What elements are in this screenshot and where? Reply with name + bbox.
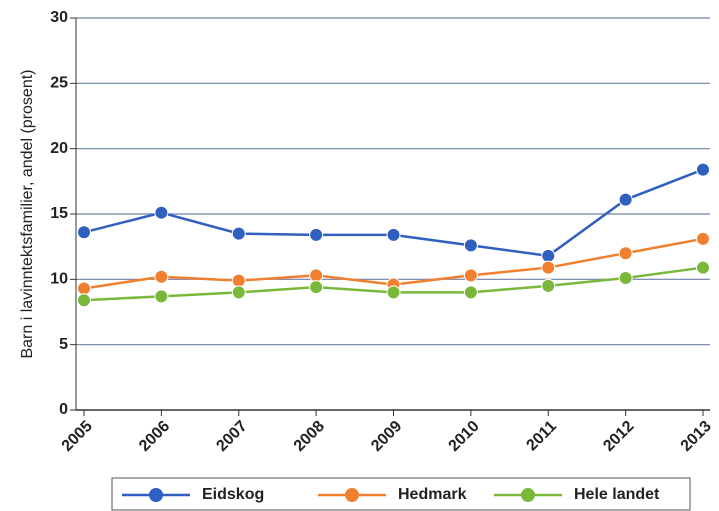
x-tick-label: 2007 — [213, 418, 250, 455]
marker — [77, 281, 91, 296]
marker — [696, 162, 710, 177]
y-axis-label: Barn i lavinntektsfamilier, andel (prose… — [19, 69, 36, 358]
x-tick-label: 2010 — [445, 418, 482, 455]
marker — [309, 280, 324, 295]
x-tick-label: 2012 — [600, 418, 637, 455]
marker — [386, 227, 401, 242]
x-tick-label: 2006 — [136, 418, 173, 455]
marker — [77, 225, 91, 240]
legend-box — [111, 477, 691, 511]
marker — [696, 260, 710, 275]
marker — [463, 238, 478, 253]
marker — [77, 293, 91, 308]
marker — [541, 248, 556, 263]
marker — [696, 231, 710, 246]
y-tick-label: 10 — [50, 271, 68, 288]
marker — [618, 271, 633, 286]
x-tick-label: 2011 — [523, 418, 560, 455]
legend-marker — [345, 488, 359, 502]
marker — [541, 278, 556, 293]
marker — [618, 246, 633, 261]
y-tick-label: 20 — [50, 140, 68, 157]
marker — [154, 269, 169, 284]
legend-marker — [521, 488, 535, 502]
marker — [386, 285, 401, 300]
x-tick-label: 2009 — [368, 418, 405, 455]
x-tick-label: 2005 — [59, 418, 96, 455]
line — [83, 168, 704, 258]
y-tick-label: 0 — [59, 401, 68, 418]
marker — [154, 205, 169, 220]
y-tick-label: 5 — [59, 336, 68, 353]
marker — [231, 226, 246, 241]
marker — [618, 192, 633, 207]
marker — [463, 285, 478, 300]
marker — [309, 268, 324, 283]
marker — [541, 260, 556, 275]
y-tick-label: 15 — [50, 205, 68, 222]
marker — [231, 285, 246, 300]
legend-label: Hele landet — [574, 486, 660, 503]
y-tick-label: 25 — [50, 75, 68, 92]
legend-marker — [149, 488, 163, 502]
legend-label: Hedmark — [398, 486, 467, 503]
legend-label: Eidskog — [202, 486, 264, 503]
marker — [231, 273, 246, 288]
marker — [154, 289, 169, 304]
x-tick-label: 2008 — [291, 418, 328, 455]
x-tick-label: 2013 — [678, 418, 715, 455]
y-tick-label: 30 — [50, 9, 68, 26]
marker — [463, 268, 478, 283]
marker — [309, 227, 324, 242]
